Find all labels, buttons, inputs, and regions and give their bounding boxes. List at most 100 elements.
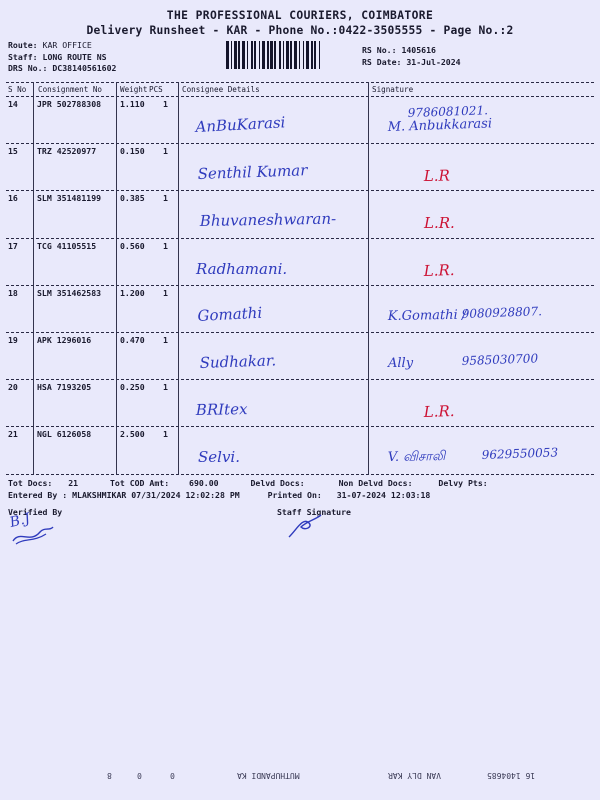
staff-signature-scribble-icon bbox=[288, 514, 322, 538]
row-divider-18 bbox=[6, 332, 594, 333]
row-divider-20 bbox=[6, 426, 594, 428]
cell-weight-16: 0.385 bbox=[120, 193, 145, 204]
cell-weight-19: 0.470 bbox=[120, 335, 145, 345]
cell-consignment-19: APK 1296016 bbox=[37, 335, 92, 345]
cell-weight-18: 1.200 bbox=[120, 287, 145, 298]
non-delvd-docs-label: Non Delvd Docs: bbox=[338, 478, 413, 488]
cell-consignment-14: JPR 502788308 bbox=[37, 99, 102, 109]
table-top-rule bbox=[6, 82, 594, 83]
tot-docs-label: Tot Docs: bbox=[8, 478, 53, 488]
cell-pcs-16: 1 bbox=[163, 193, 168, 204]
rs-date-value: 31-Jul-2024 bbox=[406, 57, 461, 67]
entered-by-value: MLAKSHMIKAR 07/31/2024 12:02:28 PM bbox=[72, 490, 240, 500]
printed-on-label: Printed On: bbox=[267, 490, 322, 500]
column-header-s_no: S No bbox=[8, 85, 27, 94]
cell-pcs-18: 1 bbox=[163, 287, 168, 298]
cell-sno-21: 21 bbox=[8, 429, 18, 440]
cell-weight-14: 1.110 bbox=[120, 99, 145, 109]
header-right-block: RS No.: 1405616 RS Date: 31-Jul-2024 bbox=[362, 44, 461, 68]
handwritten-consignee-16: Bhuvaneshwaran- bbox=[199, 210, 337, 231]
handwritten-consignee-17: Radhamani. bbox=[196, 259, 288, 278]
handwritten-signature-14: M. Anbukkarasi bbox=[387, 116, 493, 135]
cell-weight-21: 2.500 bbox=[120, 429, 145, 440]
rs-date-label: RS Date: bbox=[362, 57, 402, 67]
cell-consignment-20: HSA 7193205 bbox=[37, 382, 92, 393]
handwritten-signature-18: K.Gomathi / bbox=[387, 307, 467, 324]
cell-pcs-20: 1 bbox=[163, 382, 168, 393]
delvd-docs-label: Delvd Docs: bbox=[250, 478, 305, 488]
route-value: KAR OFFICE bbox=[42, 40, 92, 50]
col-divider-weight bbox=[178, 82, 179, 474]
row-divider-17 bbox=[6, 284, 594, 286]
col-divider-sno bbox=[33, 82, 34, 474]
cell-pcs-17: 1 bbox=[163, 240, 168, 251]
inverted-van: VAN DLY KAR bbox=[388, 771, 441, 780]
cell-consignment-15: TRZ 42520977 bbox=[37, 146, 97, 157]
inverted-n3: 8 bbox=[107, 771, 112, 780]
column-header-signature: Signature bbox=[372, 85, 414, 94]
staff-row: Staff: LONG ROUTE NS bbox=[8, 52, 116, 64]
column-header-consignment_no: Consignment No bbox=[38, 85, 103, 94]
cell-weight-17: 0.560 bbox=[120, 240, 145, 251]
cell-pcs-19: 1 bbox=[163, 335, 168, 345]
printed-on-value: 31-07-2024 12:03:18 bbox=[336, 490, 431, 500]
cell-sno-15: 15 bbox=[8, 146, 18, 157]
cell-sno-16: 16 bbox=[8, 193, 18, 204]
cell-pcs-15: 1 bbox=[163, 146, 168, 157]
cell-pcs-14: 1 bbox=[163, 99, 168, 109]
handwritten-phone-14: 9786081021. bbox=[407, 103, 489, 120]
handwritten-signature-19: Ally bbox=[388, 356, 414, 371]
drs-label: DRS No.: bbox=[8, 63, 48, 73]
handwritten-signature-20: L.R. bbox=[423, 402, 455, 422]
col-divider-consignment bbox=[116, 82, 117, 474]
cell-weight-15: 0.150 bbox=[120, 146, 145, 157]
table-bottom-rule bbox=[6, 474, 594, 476]
cell-weight-20: 0.250 bbox=[120, 382, 145, 393]
table-header-rule bbox=[6, 96, 594, 97]
cell-consignment-17: TCG 41105515 bbox=[37, 240, 97, 251]
row-divider-16 bbox=[6, 237, 594, 239]
cell-sno-17: 17 bbox=[8, 240, 18, 251]
entered-printed-row: Entered By : MLAKSHMIKAR 07/31/2024 12:0… bbox=[8, 490, 430, 500]
tot-cod-label: Tot COD Amt: bbox=[109, 478, 170, 488]
company-title: THE PROFESSIONAL COURIERS, COIMBATORE bbox=[166, 9, 434, 22]
handwritten-phone-18: 9080928807. bbox=[461, 304, 543, 321]
cell-pcs-21: 1 bbox=[163, 429, 168, 440]
cell-consignment-16: SLM 351481199 bbox=[37, 193, 102, 204]
cell-sno-18: 18 bbox=[8, 287, 18, 298]
drs-value: DC38140561602 bbox=[52, 63, 117, 73]
handwritten-signature-17: L.R. bbox=[423, 260, 455, 280]
rs-no-value: 1405616 bbox=[401, 45, 436, 55]
column-header-consignee_details: Consignee Details bbox=[182, 85, 260, 94]
col-divider-consignee bbox=[368, 82, 369, 474]
cell-consignment-21: NGL 6126058 bbox=[37, 429, 92, 440]
header-left-block: Route: KAR OFFICE Staff: LONG ROUTE NS D… bbox=[8, 40, 116, 75]
cell-consignment-18: SLM 351462583 bbox=[37, 287, 102, 298]
handwritten-phone-21: 9629550053 bbox=[481, 445, 559, 463]
handwritten-signature-15: L.R bbox=[423, 166, 451, 186]
handwritten-signature-21: V. விசாலி bbox=[387, 449, 446, 466]
rs-no-row: RS No.: 1405616 bbox=[362, 44, 461, 56]
cell-sno-19: 19 bbox=[8, 335, 18, 345]
row-divider-19 bbox=[6, 379, 594, 381]
handwritten-signature-16: L.R. bbox=[424, 214, 455, 233]
staff-value: LONG ROUTE NS bbox=[42, 51, 107, 62]
inverted-code: 16 1404685 bbox=[487, 771, 536, 780]
inverted-n1: 0 bbox=[170, 771, 175, 780]
handwritten-consignee-20: BRItex bbox=[195, 400, 248, 420]
inverted-n2: 0 bbox=[137, 771, 142, 780]
totals-row: Tot Docs: 21 Tot COD Amt: 690.00 Delvd D… bbox=[8, 478, 488, 488]
staff-label: Staff: bbox=[8, 51, 38, 62]
handwritten-phone-19: 9585030700 bbox=[461, 351, 539, 368]
column-header-weight: Weight bbox=[120, 85, 148, 94]
column-header-pcs: PCS bbox=[149, 85, 163, 94]
verified-by-scribble-icon bbox=[12, 526, 54, 545]
row-divider-15 bbox=[6, 190, 594, 192]
cell-sno-14: 14 bbox=[8, 99, 18, 109]
handwritten-consignee-15: Senthil Kumar bbox=[197, 161, 308, 184]
drs-row: DRS No.: DC38140561602 bbox=[8, 63, 116, 75]
row-divider-14 bbox=[6, 143, 594, 145]
handwritten-consignee-14: AnBuKarasi bbox=[195, 113, 286, 136]
